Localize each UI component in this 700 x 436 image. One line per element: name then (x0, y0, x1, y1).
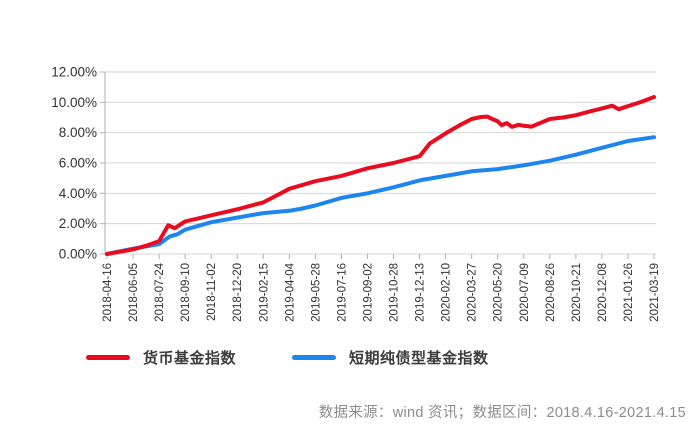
x-axis-label: 2019-10-28 (389, 263, 401, 322)
x-axis-label: 2019-04-04 (284, 262, 296, 321)
legend: 货币基金指数 短期纯债型基金指数 (86, 347, 489, 368)
y-axis-label: 2.00% (59, 216, 97, 231)
series-line-money-fund-index (105, 95, 656, 256)
x-axis-label: 2020-02-10 (441, 263, 453, 322)
y-axis-label: 4.00% (59, 186, 97, 201)
x-axis-label: 2019-02-15 (258, 263, 270, 322)
x-axis-label: 2020-08-26 (545, 263, 557, 322)
y-axis-label: 12.00% (51, 65, 97, 80)
x-axis-label: 2020-05-20 (493, 263, 505, 322)
x-axis-label: 2018-07-24 (154, 262, 166, 321)
legend-line-blue (292, 355, 337, 360)
x-axis-label: 2018-11-02 (206, 263, 218, 321)
y-axis-label: 10.00% (51, 95, 97, 110)
x-axis-label: 2019-05-28 (310, 263, 322, 322)
line-chart: 0.00% 2.00% 4.00% 6.00% 8.00% 10.00% 12.00% 201… (51, 65, 661, 322)
x-axis-label: 2020-07-09 (519, 263, 531, 322)
x-axis-label: 2019-07-16 (336, 263, 348, 322)
legend-label-money-fund-index: 货币基金指数 (143, 350, 237, 367)
legend-line-red (86, 355, 130, 360)
x-axis-label: 2020-10-21 (571, 263, 583, 322)
x-axis-label: 2018-04-16 (102, 263, 114, 322)
y-axis-label: 6.00% (59, 156, 97, 171)
x-axis-label: 2018-12-20 (232, 263, 244, 322)
x-axis-label: 2019-09-02 (362, 263, 374, 322)
series-line-short-term-bond-fund-index (105, 135, 656, 256)
legend-item-short-term-bond-fund-index: 短期纯债型基金指数 (292, 347, 489, 368)
x-axis-label: 2019-12-13 (415, 263, 427, 322)
y-axis-label: 8.00% (59, 125, 97, 140)
legend-label-short-term-bond-fund-index: 短期纯债型基金指数 (349, 350, 489, 367)
x-axis-label: 2021-01-26 (623, 263, 635, 322)
y-axis-label: 0.00% (59, 247, 97, 262)
x-axis-label: 2018-06-05 (128, 263, 140, 322)
x-axis-label: 2020-12-08 (597, 263, 609, 322)
data-source-note: 数据来源：wind 资讯；数据区间：2018.4.16-2021.4.15 (318, 405, 686, 421)
x-axis-label: 2020-03-27 (467, 263, 479, 322)
legend-item-money-fund-index: 货币基金指数 (86, 347, 236, 368)
x-axis-label: 2018-09-10 (180, 263, 192, 322)
x-axis-label: 2021-03-19 (649, 263, 661, 322)
